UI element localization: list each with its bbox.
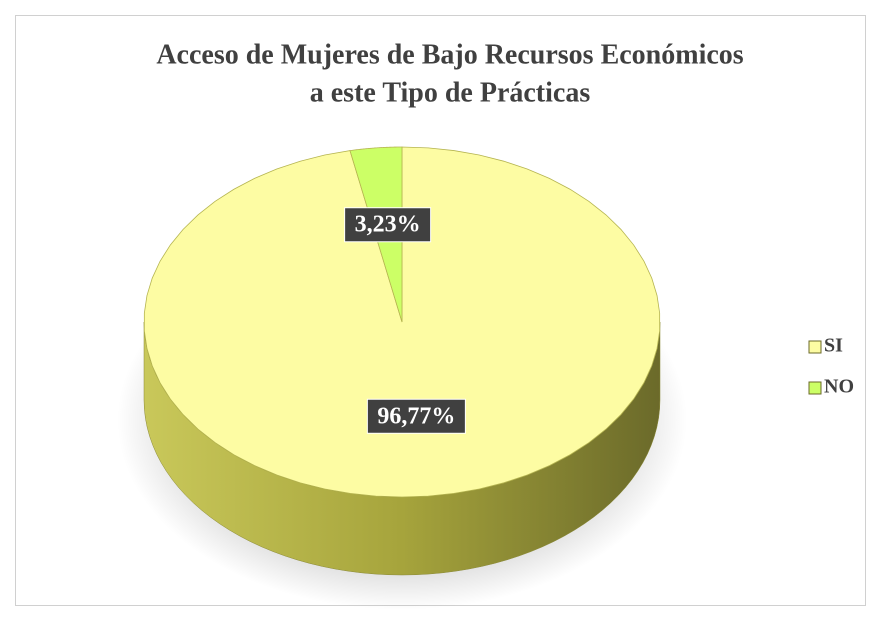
data-label-box xyxy=(366,398,466,434)
chart-title: Acceso de Mujeres de Bajo Recursos Econó… xyxy=(156,39,743,70)
data-label: 96,77% xyxy=(377,403,455,429)
data-label-box xyxy=(344,207,432,243)
legend-swatch xyxy=(808,340,822,354)
chart-title: a este Tipo de Prácticas xyxy=(310,77,591,108)
data-label: 3,23% xyxy=(355,212,421,238)
legend-label: SI xyxy=(824,335,843,357)
legend-swatch xyxy=(808,381,822,395)
legend: SI NO xyxy=(808,335,854,398)
pie: 96,77% 3,23% xyxy=(143,146,661,576)
legend-label: NO xyxy=(824,376,854,398)
